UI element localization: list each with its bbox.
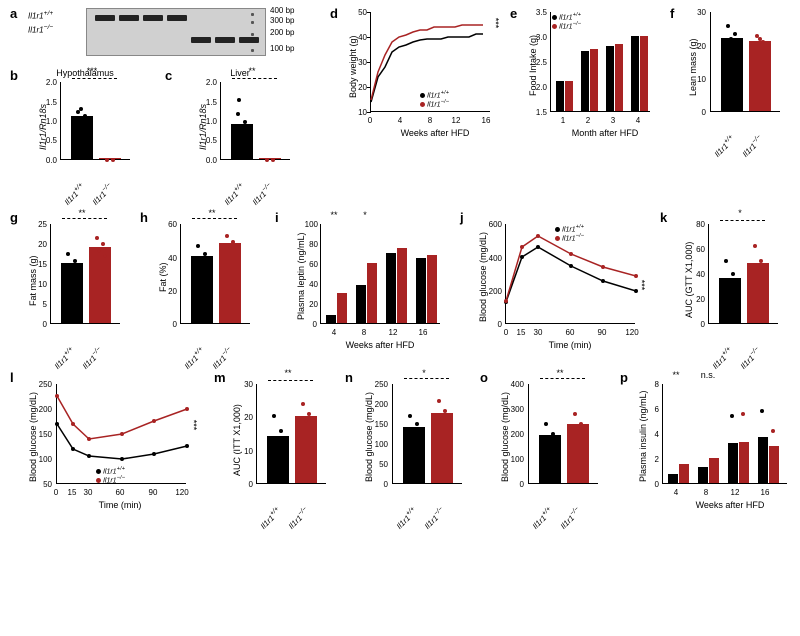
l-wt [57, 424, 187, 459]
panel-a-label: a [10, 6, 17, 21]
b-sig: *** [82, 66, 102, 76]
j-ko [506, 236, 636, 301]
e-yt: 3.5 [527, 8, 547, 17]
panel-j-label: j [460, 210, 464, 225]
l-xlabel: Time (min) [80, 500, 160, 510]
i-sig-2: * [357, 210, 373, 220]
p-sig-1: ** [668, 370, 684, 380]
panel-o-label: o [480, 370, 488, 385]
gel-ko-label: Il1r1−/− [28, 24, 53, 35]
d-xlabel: Weeks after HFD [390, 128, 480, 138]
g-sig: ** [72, 208, 92, 218]
e-xlabel: Month after HFD [560, 128, 650, 138]
panel-n-plot [392, 384, 462, 484]
gel-ladder-400: 400 bp [270, 6, 310, 15]
d-xt-8: 8 [424, 116, 436, 125]
d-yt-30: 30 [350, 58, 367, 67]
panel-c-label: c [165, 68, 172, 83]
gel-ladder-200: 200 bp [270, 28, 310, 37]
panel-f-label: f [670, 6, 674, 21]
panel-p-plot [662, 384, 787, 484]
panel-i-plot [320, 224, 440, 324]
panel-l-label: l [10, 370, 14, 385]
gel-ladder-100: 100 bp [270, 44, 310, 53]
c-sig: ** [242, 66, 262, 76]
panel-k-label: k [660, 210, 667, 225]
d-yt-20: 20 [350, 83, 367, 92]
panel-c-plot [220, 82, 290, 160]
panel-n-label: n [345, 370, 353, 385]
panel-k-plot [708, 224, 778, 324]
f-xt-wt: Il1r1+/+ [712, 134, 737, 159]
d-sig: *** [490, 18, 500, 29]
n-sig: * [416, 368, 432, 378]
i-sig-1: ** [326, 210, 342, 220]
j-legend: Il1r1+/+ Il1r1−/− [555, 224, 584, 243]
panel-f-plot [710, 12, 780, 112]
panel-g-label: g [10, 210, 18, 225]
d-xt-16: 16 [478, 116, 494, 125]
d-yt-40: 40 [350, 33, 367, 42]
panel-i-label: i [275, 210, 279, 225]
e-legend: Il1r1+/+ Il1r1−/− [552, 12, 581, 31]
panel-b-plot [60, 82, 130, 160]
o-sig: ** [550, 368, 570, 378]
m-sig: ** [278, 368, 298, 378]
j-sig: *** [636, 280, 646, 291]
panel-m-label: m [214, 370, 226, 385]
d-legend: Il1r1+/+ Il1r1−/− [420, 90, 449, 109]
k-sig: * [732, 208, 748, 218]
l-sig: *** [188, 420, 198, 431]
p-xlabel: Weeks after HFD [680, 500, 780, 510]
i-xlabel: Weeks after HFD [330, 340, 430, 350]
d-xt-12: 12 [448, 116, 464, 125]
panel-g-plot [50, 224, 120, 324]
d-xt-0: 0 [364, 116, 376, 125]
panel-h-plot [180, 224, 250, 324]
panel-d-label: d [330, 6, 338, 21]
p-sig-2: n.s. [698, 370, 718, 380]
panel-o-plot [528, 384, 598, 484]
f-xt-ko: Il1r1−/− [740, 134, 765, 159]
gel-image [86, 8, 266, 56]
panel-e-label: e [510, 6, 517, 21]
panel-p-label: p [620, 370, 628, 385]
d-yt-50: 50 [350, 8, 367, 17]
gel-ladder-300: 300 bp [270, 16, 310, 25]
panel-b-label: b [10, 68, 18, 83]
j-ylabel: Blood glucose (mg/dL) [478, 232, 488, 322]
l-legend: Il1r1+/+ Il1r1−/− [96, 466, 125, 485]
h-sig: ** [202, 208, 222, 218]
panel-m-plot [256, 384, 326, 484]
gel-wt-label: Il1r1+/+ [28, 10, 53, 21]
j-xlabel: Time (min) [530, 340, 610, 350]
panel-h-label: h [140, 210, 148, 225]
d-xt-4: 4 [394, 116, 406, 125]
